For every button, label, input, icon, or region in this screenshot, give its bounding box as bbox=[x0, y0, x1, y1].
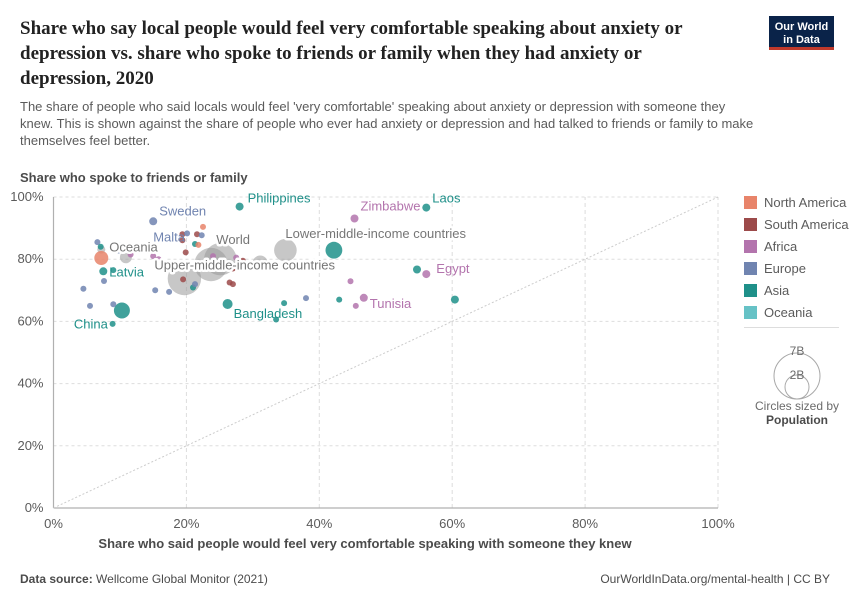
svg-text:80%: 80% bbox=[572, 516, 598, 531]
svg-text:Oceania: Oceania bbox=[109, 240, 158, 255]
svg-text:Philippines: Philippines bbox=[248, 191, 311, 206]
svg-text:Malta: Malta bbox=[153, 230, 186, 245]
svg-text:Tunisia: Tunisia bbox=[370, 296, 412, 311]
svg-text:Lower-middle-income countries: Lower-middle-income countries bbox=[285, 226, 466, 241]
svg-text:60%: 60% bbox=[439, 516, 465, 531]
svg-text:40%: 40% bbox=[306, 516, 332, 531]
svg-text:100%: 100% bbox=[10, 189, 44, 204]
svg-text:Egypt: Egypt bbox=[436, 261, 470, 276]
svg-text:Zimbabwe: Zimbabwe bbox=[361, 199, 421, 214]
svg-text:40%: 40% bbox=[17, 376, 43, 391]
svg-text:0%: 0% bbox=[44, 516, 63, 531]
svg-text:20%: 20% bbox=[173, 516, 199, 531]
svg-text:80%: 80% bbox=[17, 251, 43, 266]
svg-text:World: World bbox=[216, 232, 250, 247]
svg-text:100%: 100% bbox=[701, 516, 735, 531]
svg-text:Latvia: Latvia bbox=[109, 264, 144, 279]
svg-text:Upper-middle-income countries: Upper-middle-income countries bbox=[154, 258, 335, 273]
svg-text:Bangladesh: Bangladesh bbox=[234, 306, 303, 321]
svg-text:China: China bbox=[74, 317, 109, 332]
svg-text:2B: 2B bbox=[790, 368, 805, 382]
svg-text:Sweden: Sweden bbox=[159, 203, 206, 218]
svg-text:60%: 60% bbox=[17, 313, 43, 328]
svg-text:7B: 7B bbox=[790, 344, 805, 358]
svg-text:Laos: Laos bbox=[432, 191, 461, 206]
svg-text:0%: 0% bbox=[25, 500, 44, 515]
svg-text:20%: 20% bbox=[17, 438, 43, 453]
